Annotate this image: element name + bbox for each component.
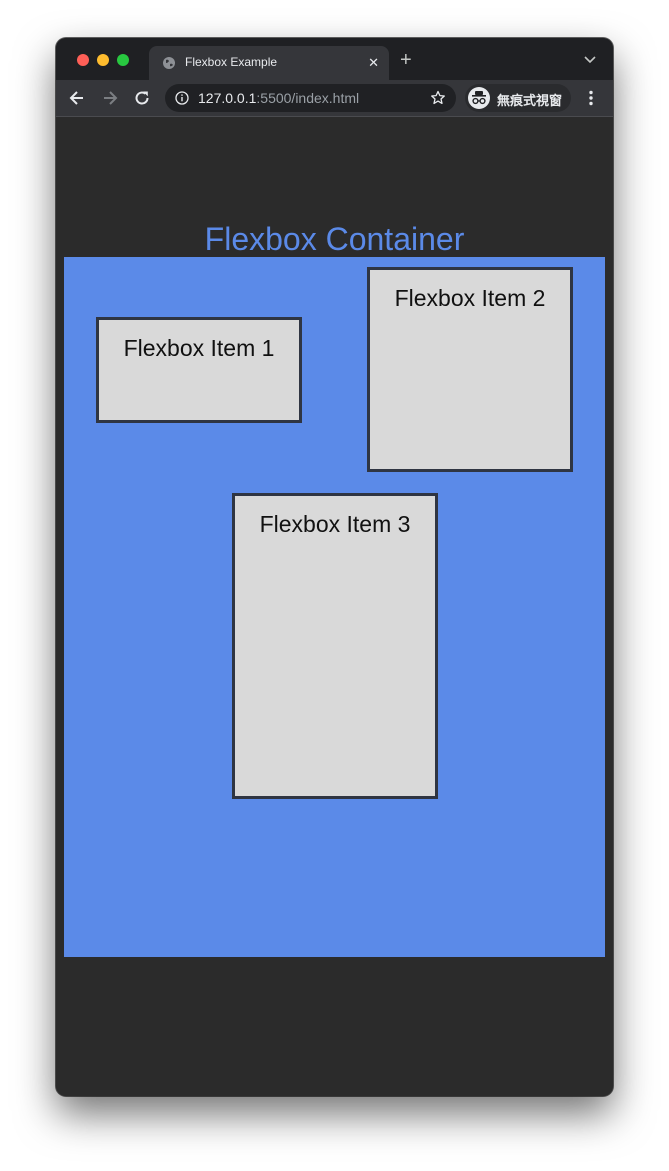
flexbox-container: Flexbox Item 1 Flexbox Item 2 Flexbox It… — [64, 257, 605, 957]
tab-flexbox-example[interactable]: Flexbox Example ✕ — [149, 46, 389, 80]
address-bar[interactable]: 127.0.0.1:5500/index.html — [165, 84, 456, 112]
close-window-button[interactable] — [77, 54, 89, 66]
url-text: 127.0.0.1:5500/index.html — [198, 90, 359, 106]
reload-icon[interactable] — [133, 89, 151, 107]
flexbox-item-2: Flexbox Item 2 — [367, 267, 573, 472]
forward-arrow-icon[interactable] — [101, 89, 119, 107]
star-icon[interactable] — [430, 90, 446, 106]
incognito-label: 無痕式視窗 — [497, 93, 563, 108]
url-host: 127.0.0.1 — [198, 90, 257, 106]
minimize-window-button[interactable] — [97, 54, 109, 66]
incognito-indicator[interactable]: 無痕式視窗 — [465, 84, 571, 112]
new-tab-icon[interactable]: + — [400, 49, 412, 71]
globe-icon — [163, 57, 175, 69]
flexbox-item-1: Flexbox Item 1 — [96, 317, 302, 423]
info-icon[interactable] — [175, 91, 189, 105]
browser-toolbar: 127.0.0.1:5500/index.html 無痕式視窗 — [56, 80, 613, 117]
chevron-down-icon[interactable] — [583, 54, 597, 66]
maximize-window-button[interactable] — [117, 54, 129, 66]
page-heading: Flexbox Container — [204, 221, 465, 257]
page-viewport: Flexbox Container Flexbox Item 1 Flexbox… — [56, 117, 613, 1096]
tab-title: Flexbox Example — [185, 55, 278, 69]
browser-window: Flexbox Example ✕ + 127.0.0.1:5500/index… — [56, 38, 613, 1096]
kebab-menu-icon[interactable] — [586, 89, 596, 107]
flexbox-item-3: Flexbox Item 3 — [232, 493, 438, 799]
title-bar: Flexbox Example ✕ + — [56, 38, 613, 80]
back-arrow-icon[interactable] — [68, 89, 86, 107]
tab-close-icon[interactable]: ✕ — [368, 55, 379, 70]
url-path: :5500/index.html — [256, 90, 360, 106]
incognito-icon — [468, 87, 490, 109]
